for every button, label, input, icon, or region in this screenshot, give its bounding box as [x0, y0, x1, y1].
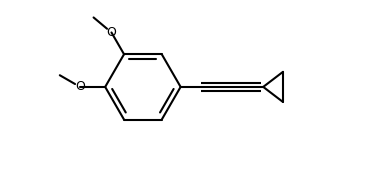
- Text: O: O: [106, 26, 116, 39]
- Text: O: O: [75, 80, 85, 93]
